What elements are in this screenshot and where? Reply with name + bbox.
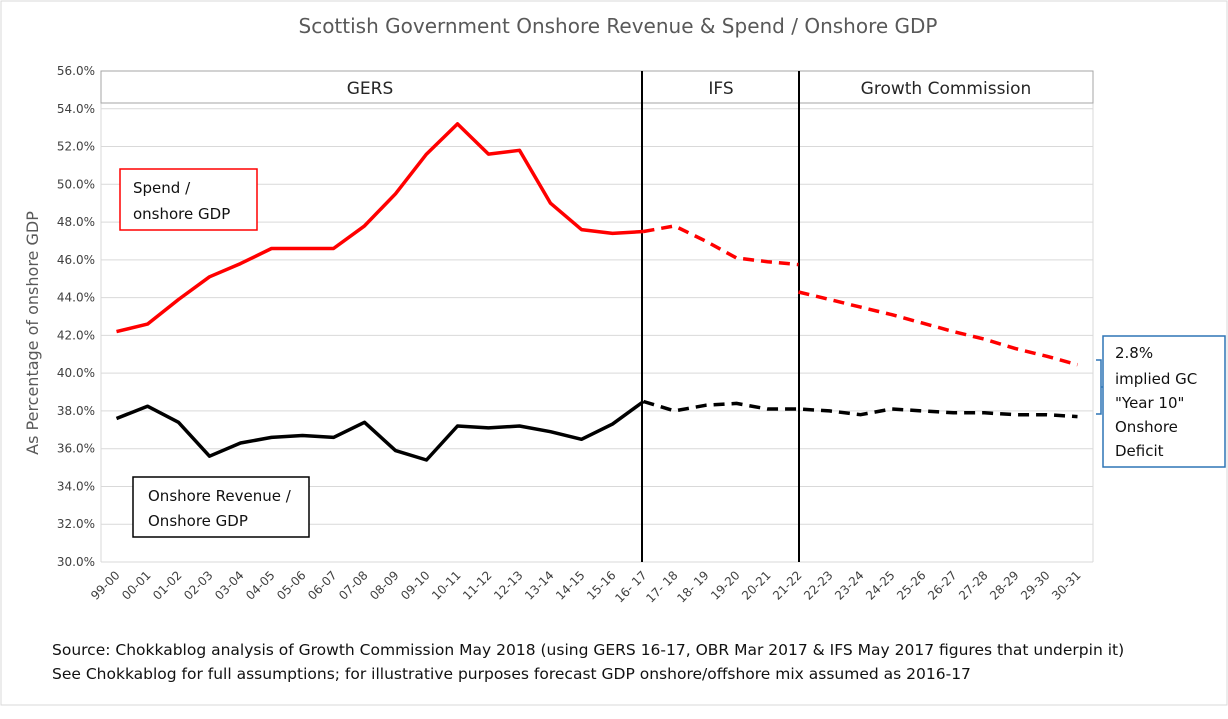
x-tick-label: 18- 19 bbox=[674, 568, 711, 605]
deficit-label-line-1: 2.8% bbox=[1115, 344, 1153, 362]
x-tick-label: 13-14 bbox=[522, 568, 557, 603]
spend-line-segment-1 bbox=[116, 122, 644, 334]
x-tick-label: 20-21 bbox=[739, 568, 774, 603]
deficit-label-box bbox=[1102, 335, 1226, 468]
x-tick-label: 12-13 bbox=[491, 568, 526, 603]
x-tick-label: 03-04 bbox=[212, 568, 247, 603]
revenue-label-box bbox=[132, 476, 310, 538]
deficit-label-line-3: "Year 10" bbox=[1115, 394, 1184, 412]
y-axis-label: As Percentage of onshore GDP bbox=[23, 211, 42, 455]
x-tick-label: 00-01 bbox=[119, 568, 154, 603]
x-tick-label: 24-25 bbox=[863, 568, 898, 603]
y-tick-label: 32.0% bbox=[57, 517, 95, 531]
spend-line-segment-2 bbox=[643, 224, 799, 267]
revenue-label-line-1: Onshore Revenue / bbox=[148, 487, 292, 505]
spend-label-line-2: onshore GDP bbox=[133, 205, 230, 223]
x-tick-label: 04-05 bbox=[243, 568, 278, 603]
revenue-label-line-2: Onshore GDP bbox=[148, 512, 248, 530]
y-tick-label: 50.0% bbox=[57, 177, 95, 191]
x-tick-label: 29-30 bbox=[1018, 568, 1053, 603]
x-tick-label: 27-28 bbox=[956, 568, 991, 603]
x-tick-label: 08-09 bbox=[367, 568, 402, 603]
x-tick-label: 06-07 bbox=[305, 568, 340, 603]
x-tick-label: 19-20 bbox=[708, 568, 743, 603]
y-tick-label: 34.0% bbox=[57, 479, 95, 493]
y-tick-label: 36.0% bbox=[57, 442, 95, 456]
y-axis-ticks: 30.0% 32.0% 34.0% 36.0% 38.0% 40.0% 42.0% 44.0%… bbox=[57, 64, 95, 569]
y-tick-label: 30.0% bbox=[57, 555, 95, 569]
y-tick-label: 42.0% bbox=[57, 328, 95, 342]
x-tick-label: 25-26 bbox=[894, 568, 929, 603]
x-tick-label: 28-29 bbox=[987, 568, 1022, 603]
source-line-2: See Chokkablog for full assumptions; for… bbox=[52, 665, 971, 683]
y-tick-label: 56.0% bbox=[57, 64, 95, 78]
x-tick-label: 23-24 bbox=[832, 568, 867, 603]
x-tick-label: 01-02 bbox=[150, 568, 185, 603]
deficit-label-line-4: Onshore bbox=[1115, 418, 1178, 436]
y-tick-label: 40.0% bbox=[57, 366, 95, 380]
revenue-line-segment-2 bbox=[642, 399, 1078, 419]
source-line-1: Source: Chokkablog analysis of Growth Co… bbox=[52, 641, 1125, 659]
x-tick-label: 05-06 bbox=[274, 568, 309, 603]
x-tick-label: 10-11 bbox=[429, 568, 464, 603]
x-tick-label: 02-03 bbox=[181, 568, 216, 603]
period-label-ifs: IFS bbox=[708, 79, 733, 99]
x-tick-label: 99-00 bbox=[88, 568, 123, 603]
x-tick-label: 21-22 bbox=[770, 568, 805, 603]
y-tick-label: 44.0% bbox=[57, 291, 95, 305]
revenue-line-segment-1 bbox=[115, 400, 645, 462]
spend-label-line-1: Spend / bbox=[133, 179, 191, 197]
x-tick-label: 30-31 bbox=[1049, 568, 1084, 603]
x-tick-label: 11-12 bbox=[460, 568, 495, 603]
series-lines bbox=[115, 122, 1078, 462]
y-tick-label: 38.0% bbox=[57, 404, 95, 418]
deficit-label-line-5: Deficit bbox=[1115, 442, 1164, 460]
x-tick-label: 22-23 bbox=[801, 568, 836, 603]
x-tick-label: 07-08 bbox=[336, 568, 371, 603]
chart-title: Scottish Government Onshore Revenue & Sp… bbox=[299, 14, 938, 38]
spend-line-segment-3 bbox=[798, 290, 1078, 367]
period-label-gers: GERS bbox=[347, 79, 394, 99]
source-note: Source: Chokkablog analysis of Growth Co… bbox=[52, 638, 1124, 686]
y-tick-label: 48.0% bbox=[57, 215, 95, 229]
x-tick-label: 26-27 bbox=[925, 568, 960, 603]
period-band bbox=[100, 70, 1094, 104]
y-tick-label: 46.0% bbox=[57, 253, 95, 267]
x-tick-label: 09-10 bbox=[398, 568, 433, 603]
spend-label-box bbox=[119, 168, 258, 231]
y-tick-label: 54.0% bbox=[57, 102, 95, 116]
deficit-label-line-2: implied GC bbox=[1115, 370, 1197, 388]
x-axis-ticks: 99-0000-0101-0202-0303-0404-0505-0606-07… bbox=[88, 568, 1084, 605]
y-tick-label: 52.0% bbox=[57, 140, 95, 154]
period-label-growth-commission: Growth Commission bbox=[861, 79, 1032, 99]
x-tick-label: 17- 18 bbox=[643, 568, 680, 605]
x-tick-label: 16- 17 bbox=[612, 568, 649, 605]
x-tick-label: 14-15 bbox=[553, 568, 588, 603]
